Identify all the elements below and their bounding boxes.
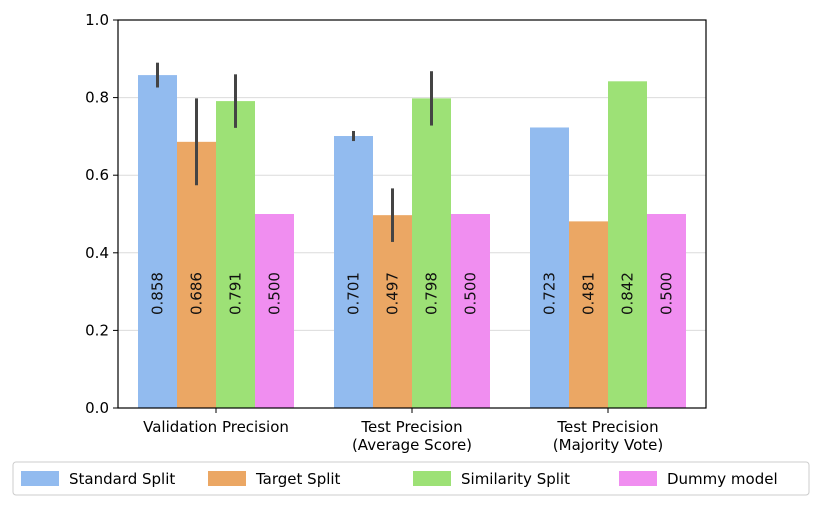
bar-value-label: 0.842 <box>619 272 637 315</box>
legend-swatch <box>413 471 451 486</box>
y-axis: 0.0 0.2 0.4 0.6 0.8 1.0 <box>85 11 118 417</box>
bar-value-label: 0.500 <box>462 272 480 315</box>
y-tick-label: 0.8 <box>85 89 109 107</box>
bar-value-label: 0.500 <box>266 272 284 315</box>
x-axis: Validation Precision Test Precision(Avera… <box>143 408 663 454</box>
legend-swatch <box>208 471 246 486</box>
bar <box>530 127 569 408</box>
bar <box>647 214 686 408</box>
bars <box>138 75 686 408</box>
bar-value-label: 0.858 <box>149 272 167 315</box>
y-tick-label: 0.2 <box>85 321 109 339</box>
value-labels: 0.858 0.701 0.723 0.686 0.497 0.481 0.791 0.798… <box>149 272 676 315</box>
x-tick-label: Test Precision <box>556 418 658 436</box>
legend-label: Target Split <box>255 470 341 488</box>
legend-swatch <box>21 471 59 486</box>
x-tick-label: (Majority Vote) <box>553 436 663 454</box>
bar <box>608 81 647 408</box>
bar-value-label: 0.791 <box>227 272 245 315</box>
bar-value-label: 0.701 <box>345 272 363 315</box>
x-tick-label: (Average Score) <box>352 436 472 454</box>
bar <box>138 75 177 408</box>
bar <box>334 136 373 408</box>
bar-value-label: 0.481 <box>580 272 598 315</box>
y-tick-label: 0.0 <box>85 399 109 417</box>
legend-swatch <box>619 471 657 486</box>
legend-label: Similarity Split <box>461 470 570 488</box>
legend-label: Dummy model <box>667 470 778 488</box>
bar <box>373 215 412 408</box>
legend: Standard Split Target Split Similarity Spl… <box>12 461 810 496</box>
legend-label: Standard Split <box>69 470 175 488</box>
bar <box>451 214 490 408</box>
bar <box>569 221 608 408</box>
bar <box>412 98 451 408</box>
bar <box>177 141 216 408</box>
y-tick-label: 0.4 <box>85 244 109 262</box>
error-bars <box>156 62 433 242</box>
x-tick-label: Test Precision <box>360 418 462 436</box>
bar <box>255 214 294 408</box>
x-tick-label: Validation Precision <box>143 418 289 436</box>
bar-value-label: 0.723 <box>541 272 559 315</box>
bar-value-label: 0.686 <box>188 272 206 315</box>
bar-value-label: 0.798 <box>423 272 441 315</box>
y-tick-label: 1.0 <box>85 11 109 29</box>
y-tick-label: 0.6 <box>85 166 109 184</box>
bar <box>216 101 255 408</box>
legend-box <box>12 461 810 496</box>
bar-value-label: 0.500 <box>658 272 676 315</box>
bar-value-label: 0.497 <box>384 272 402 315</box>
